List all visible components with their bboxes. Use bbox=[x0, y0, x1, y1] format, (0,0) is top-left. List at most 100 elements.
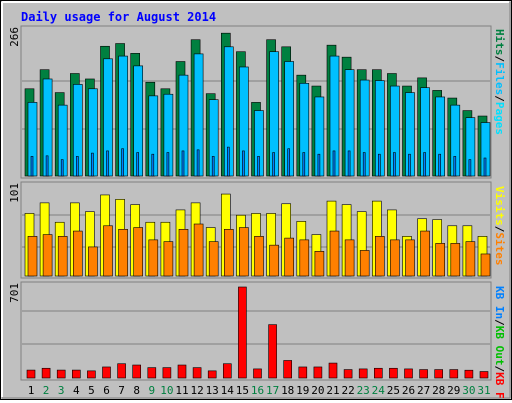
kbf-bar-3 bbox=[56, 369, 66, 379]
legend-sep: / bbox=[493, 56, 506, 63]
day-label-9: 9 bbox=[148, 384, 155, 397]
pages-bar-6 bbox=[106, 150, 109, 177]
legend-hits: Hits bbox=[493, 29, 506, 56]
kbf-bar-13 bbox=[207, 370, 217, 379]
legend-pages: Pages bbox=[493, 102, 506, 135]
pages-bar-9 bbox=[151, 153, 155, 177]
kbf-bar-15 bbox=[238, 286, 247, 379]
day-label-8: 8 bbox=[133, 384, 140, 397]
sites-bar-13 bbox=[208, 241, 219, 277]
day-label-21: 21 bbox=[326, 384, 339, 397]
sites-bar-4 bbox=[73, 230, 83, 277]
legend-3: KB In/KB Out/KB F bbox=[493, 286, 506, 399]
day-label-23: 23 bbox=[357, 384, 370, 397]
pages-bar-7 bbox=[121, 148, 124, 177]
kbf-bar-22 bbox=[343, 369, 353, 379]
sites-bar-26 bbox=[405, 239, 415, 277]
day-label-27: 27 bbox=[417, 384, 430, 397]
day-label-14: 14 bbox=[221, 384, 235, 397]
day-label-28: 28 bbox=[432, 384, 445, 397]
sites-bar-3 bbox=[57, 236, 68, 277]
sites-bar-27 bbox=[420, 230, 430, 277]
day-label-24: 24 bbox=[372, 384, 386, 397]
sites-bar-23 bbox=[359, 250, 370, 277]
pages-bar-31 bbox=[483, 157, 487, 177]
kbf-bar-6 bbox=[102, 366, 111, 379]
sites-bar-30 bbox=[465, 241, 476, 277]
sites-bar-21 bbox=[329, 230, 340, 277]
pages-bar-1 bbox=[30, 156, 34, 177]
kbf-bar-12 bbox=[192, 367, 202, 379]
pages-bar-4 bbox=[76, 156, 79, 177]
sites-bar-20 bbox=[314, 251, 325, 277]
day-label-15: 15 bbox=[236, 384, 249, 397]
pages-bar-18 bbox=[287, 148, 291, 177]
kbf-bar-16 bbox=[253, 368, 262, 379]
legend-files: Files bbox=[493, 62, 506, 95]
pages-bar-17 bbox=[272, 152, 275, 177]
kbf-bar-21 bbox=[328, 362, 338, 379]
sites-bar-31 bbox=[480, 253, 491, 277]
sites-bar-6 bbox=[103, 225, 113, 277]
pages-bar-2 bbox=[45, 155, 49, 177]
day-label-26: 26 bbox=[402, 384, 415, 397]
kbf-bar-30 bbox=[464, 369, 474, 379]
day-label-2: 2 bbox=[43, 384, 50, 397]
ymax-label-2: 101 bbox=[8, 183, 21, 203]
day-label-12: 12 bbox=[190, 384, 203, 397]
legend-kbout: KB Out bbox=[493, 326, 506, 366]
kbf-bar-19 bbox=[298, 366, 308, 379]
sites-bar-18 bbox=[284, 237, 295, 277]
pages-bar-10 bbox=[166, 152, 170, 177]
kbf-bar-29 bbox=[449, 369, 459, 379]
legend-visits: Visits bbox=[493, 186, 506, 226]
legend-sep: / bbox=[493, 366, 506, 373]
day-label-11: 11 bbox=[175, 384, 188, 397]
pages-bar-22 bbox=[347, 150, 351, 177]
pages-bar-21 bbox=[332, 150, 336, 177]
day-label-30: 30 bbox=[462, 384, 475, 397]
sites-bar-9 bbox=[148, 239, 159, 277]
day-label-16: 16 bbox=[251, 384, 264, 397]
kbf-bar-23 bbox=[358, 368, 368, 379]
day-label-19: 19 bbox=[296, 384, 309, 397]
sites-bar-17 bbox=[269, 244, 279, 277]
kbf-bar-11 bbox=[177, 364, 187, 379]
sites-bar-16 bbox=[254, 236, 264, 277]
legend-kbin: KB In bbox=[493, 286, 506, 319]
day-label-6: 6 bbox=[103, 384, 110, 397]
day-label-22: 22 bbox=[341, 384, 354, 397]
kbf-bar-24 bbox=[373, 367, 383, 379]
pages-bar-15 bbox=[242, 150, 245, 177]
legend-sep: / bbox=[493, 226, 506, 233]
pages-bar-26 bbox=[408, 153, 411, 177]
sites-bar-8 bbox=[133, 227, 143, 277]
pages-bar-8 bbox=[136, 152, 139, 177]
sites-bar-2 bbox=[42, 234, 53, 277]
ymax-label-1: 266 bbox=[8, 27, 21, 47]
pages-bar-28 bbox=[438, 153, 442, 177]
pages-bar-3 bbox=[60, 159, 64, 177]
day-label-13: 13 bbox=[206, 384, 219, 397]
kbf-bar-18 bbox=[283, 360, 293, 379]
ymax-label-3: 701 bbox=[8, 283, 21, 303]
pages-bar-25 bbox=[393, 152, 396, 177]
kbf-bar-17 bbox=[268, 324, 277, 379]
kbf-bar-26 bbox=[404, 368, 413, 379]
pages-bar-20 bbox=[317, 153, 321, 177]
kbf-bar-31 bbox=[479, 371, 489, 379]
legend-sites: Sites bbox=[493, 232, 506, 265]
sites-bar-5 bbox=[88, 246, 98, 277]
kbf-bar-25 bbox=[389, 367, 398, 379]
kbf-bar-27 bbox=[419, 369, 428, 379]
panel-kbytes bbox=[20, 281, 492, 381]
sites-bar-1 bbox=[27, 236, 38, 277]
pages-bar-24 bbox=[377, 153, 381, 177]
kbf-bar-10 bbox=[162, 367, 172, 379]
pages-bar-29 bbox=[453, 156, 457, 177]
day-label-25: 25 bbox=[387, 384, 400, 397]
day-label-1: 1 bbox=[28, 384, 35, 397]
sites-bar-28 bbox=[435, 243, 446, 277]
